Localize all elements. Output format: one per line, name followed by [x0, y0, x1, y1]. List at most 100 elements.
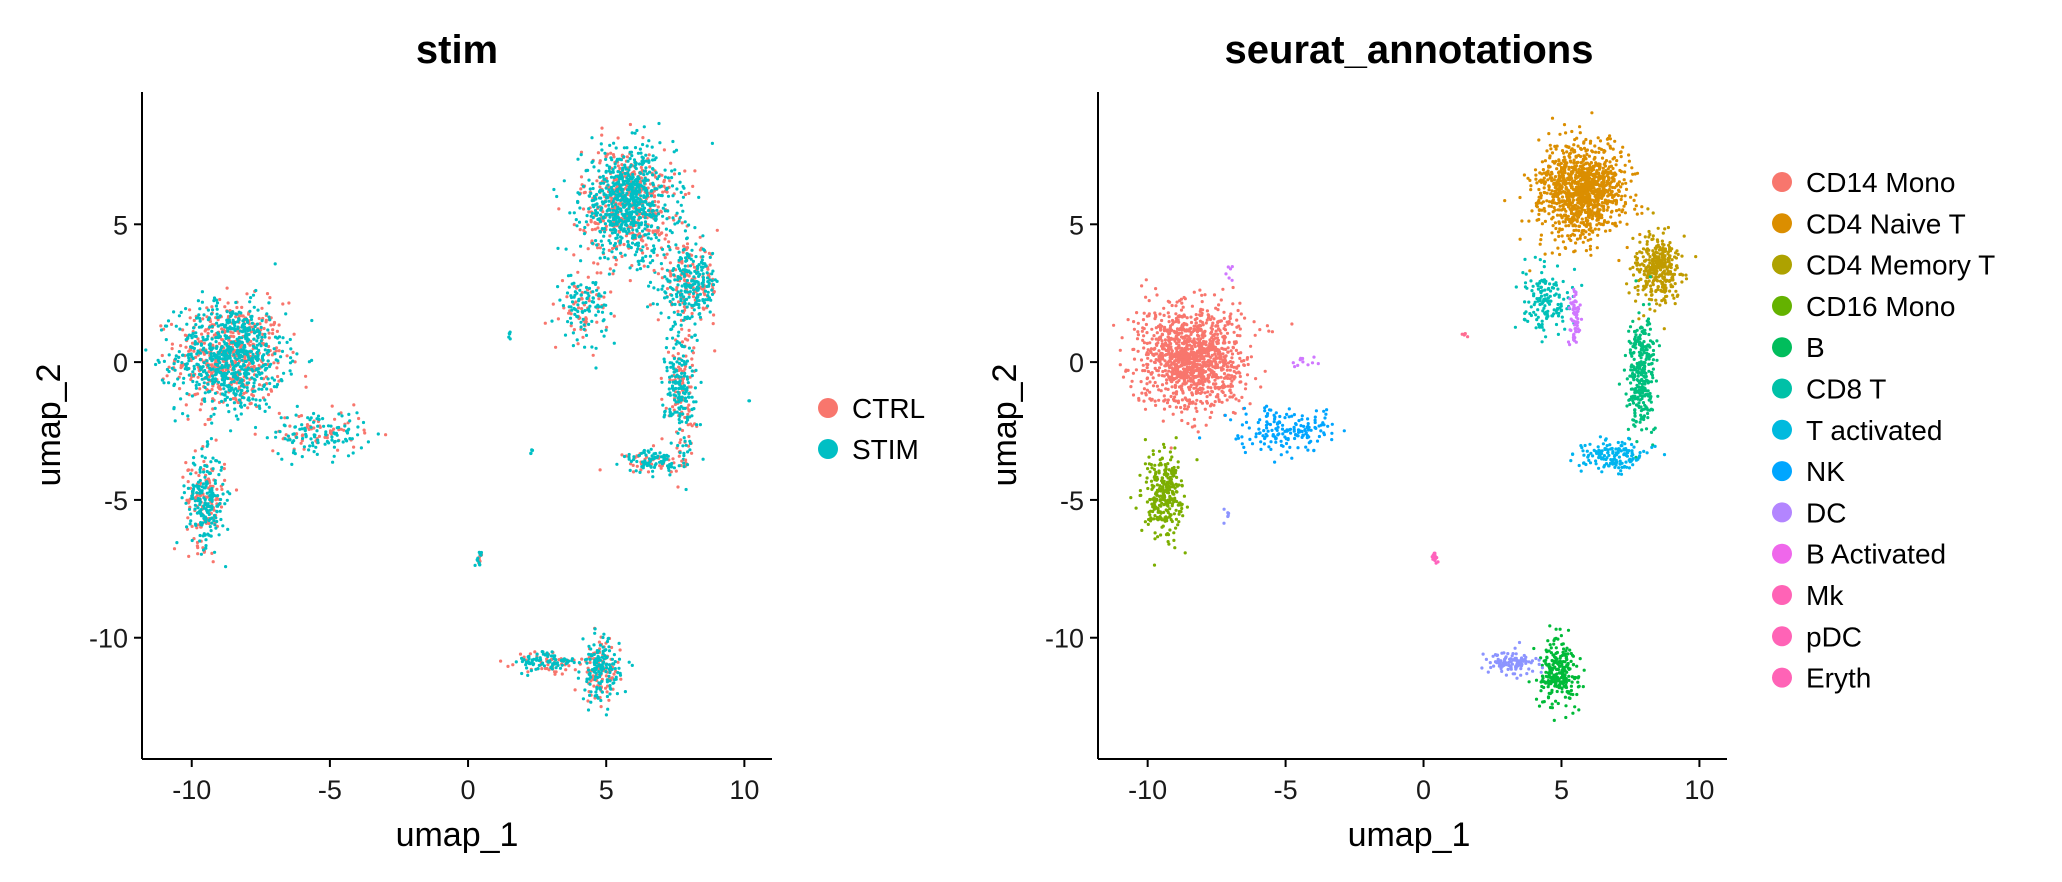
- point-ctrl: [342, 428, 346, 432]
- point-ctrl: [595, 179, 599, 183]
- point-stim: [676, 200, 680, 204]
- point-stim: [252, 384, 256, 388]
- point-stim: [662, 357, 666, 361]
- point-stim: [310, 441, 315, 445]
- point-stim: [193, 342, 197, 346]
- point-ctrl: [323, 435, 327, 439]
- point-cd14-mono: [1142, 311, 1146, 315]
- point-stim: [670, 184, 675, 188]
- point-ctrl: [556, 317, 561, 321]
- point-stim: [196, 510, 200, 515]
- point-stim: [567, 305, 571, 309]
- point-stim: [710, 272, 714, 276]
- point-ctrl: [686, 338, 690, 342]
- point-stim: [672, 310, 676, 314]
- point-stim: [588, 304, 592, 308]
- point-ctrl: [169, 322, 174, 326]
- point-ctrl: [685, 242, 690, 246]
- point-stim: [665, 268, 670, 272]
- point-stim: [668, 473, 672, 477]
- point-stim: [599, 294, 603, 298]
- point-stim: [215, 307, 219, 311]
- point-cd14-mono: [1118, 363, 1122, 367]
- point-stim: [633, 146, 638, 150]
- point-stim: [617, 180, 621, 184]
- point-stim: [535, 656, 539, 660]
- point-stim: [263, 332, 267, 336]
- point-ctrl: [622, 242, 626, 247]
- point-stim: [680, 344, 685, 348]
- point-stim: [582, 323, 586, 327]
- point-ctrl: [208, 484, 213, 488]
- point-stim: [667, 387, 671, 391]
- point-stim: [609, 170, 613, 174]
- point-stim: [214, 369, 218, 373]
- point-stim: [356, 433, 360, 437]
- point-cd14-mono: [1163, 338, 1167, 342]
- point-stim: [214, 340, 218, 344]
- point-stim: [645, 463, 649, 468]
- point-ctrl: [210, 551, 214, 556]
- point-ctrl: [602, 295, 606, 299]
- point-stim: [268, 381, 272, 386]
- point-stim: [261, 358, 265, 362]
- point-ctrl: [701, 306, 705, 310]
- point-cd14-mono: [1228, 314, 1232, 319]
- point-cd14-mono: [1145, 382, 1149, 386]
- point-stim: [666, 176, 671, 180]
- point-ctrl: [611, 246, 615, 251]
- point-stim: [278, 430, 282, 434]
- point-stim: [280, 379, 284, 383]
- point-ctrl: [272, 361, 276, 365]
- point-stim: [613, 660, 617, 664]
- point-ctrl: [194, 355, 198, 359]
- point-stim: [260, 365, 264, 369]
- point-stim: [692, 308, 696, 312]
- point-stim: [270, 376, 274, 380]
- point-stim: [697, 263, 701, 267]
- point-stim: [255, 329, 259, 333]
- point-stim: [252, 377, 256, 381]
- point-stim: [167, 353, 171, 357]
- point-stim: [581, 637, 585, 641]
- point-ctrl: [576, 270, 580, 274]
- point-stim: [667, 316, 671, 320]
- point-stim: [235, 337, 239, 341]
- point-stim: [698, 292, 703, 296]
- point-stim: [593, 631, 597, 635]
- point-stim: [227, 354, 232, 358]
- point-stim: [676, 431, 680, 435]
- point-stim: [690, 374, 694, 378]
- point-cd14-mono: [1205, 347, 1209, 351]
- point-stim: [665, 277, 669, 281]
- point-ctrl: [295, 432, 299, 436]
- point-ctrl: [363, 431, 367, 435]
- point-stim: [279, 355, 283, 359]
- point-stim: [697, 195, 701, 199]
- point-stim: [604, 663, 608, 667]
- point-stim: [578, 288, 582, 292]
- point-ctrl: [223, 305, 227, 309]
- point-stim: [475, 558, 479, 562]
- point-stim: [659, 262, 664, 266]
- point-stim: [606, 183, 610, 187]
- point-stim: [190, 496, 194, 501]
- point-ctrl: [662, 180, 666, 184]
- point-stim: [690, 248, 694, 252]
- point-stim: [225, 371, 229, 376]
- point-ctrl: [565, 295, 569, 299]
- point-stim: [644, 159, 648, 163]
- point-stim: [635, 179, 640, 183]
- point-stim: [283, 437, 287, 441]
- point-ctrl: [590, 239, 594, 243]
- point-cd14-mono: [1166, 311, 1170, 315]
- point-stim: [615, 220, 619, 224]
- point-stim: [201, 335, 205, 339]
- point-stim: [288, 337, 292, 342]
- point-stim: [616, 233, 620, 237]
- point-stim: [685, 237, 689, 241]
- point-stim: [240, 340, 244, 344]
- point-ctrl: [592, 261, 596, 265]
- point-stim: [673, 222, 677, 226]
